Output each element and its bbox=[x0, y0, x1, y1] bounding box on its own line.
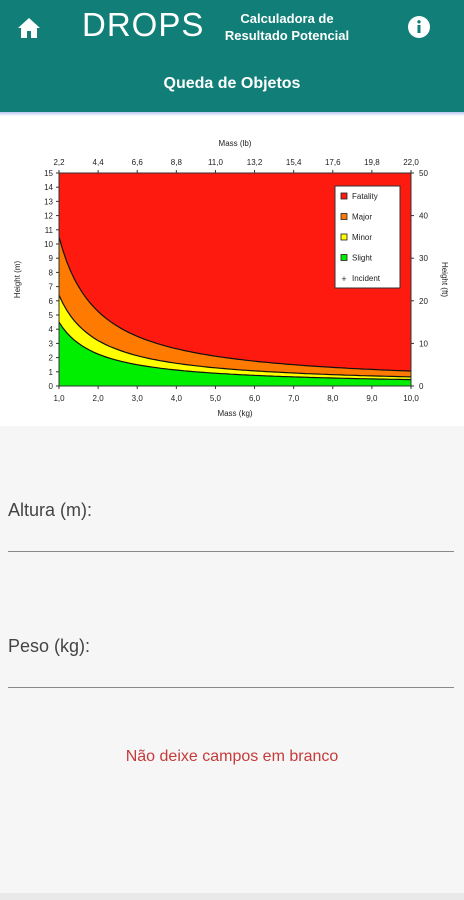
page-subtitle: Queda de Objetos bbox=[163, 75, 301, 92]
slight-boundary-line bbox=[58, 321, 412, 381]
home-icon bbox=[18, 18, 40, 38]
x-tick-label: 1,0 bbox=[53, 394, 65, 403]
error-message: Não deixe campos em branco bbox=[125, 748, 339, 765]
minor-boundary-line bbox=[58, 294, 412, 378]
y-tick-label: 5 bbox=[49, 311, 54, 320]
x2-tick-label: 2,2 bbox=[53, 158, 65, 167]
y-tick-label: 11 bbox=[45, 226, 54, 235]
legend-swatch bbox=[340, 213, 348, 220]
x2-tick-label: 6,6 bbox=[132, 158, 144, 167]
y2-tick-label: 20 bbox=[419, 297, 428, 306]
x-tick-label: 9,0 bbox=[366, 394, 378, 403]
bottom-bar bbox=[0, 893, 464, 900]
x-axis-label: Mass (kg) bbox=[217, 409, 252, 418]
y2-tick-label: 0 bbox=[419, 382, 424, 391]
x-tick-label: 4,0 bbox=[171, 394, 183, 403]
app-brand: DROPS bbox=[82, 6, 205, 43]
plot-frame bbox=[58, 172, 412, 387]
chart-panel: 0 1 2 3 4 5 6 7 8 9 10 11 12 13 14 15 0 10 20 30 40 50 1,0 2,0 3… bbox=[0, 116, 464, 426]
x-tick-label: 5,0 bbox=[210, 394, 222, 403]
altura-input[interactable] bbox=[8, 521, 454, 552]
x-tick-label: 10,0 bbox=[403, 394, 419, 403]
y-tick-label: 13 bbox=[44, 197, 53, 206]
y-tick-label: 10 bbox=[44, 240, 53, 249]
legend-label: Minor bbox=[352, 233, 372, 242]
y2-tick-label: 30 bbox=[419, 254, 428, 263]
slight-area bbox=[59, 322, 411, 386]
info-button[interactable] bbox=[404, 12, 434, 42]
peso-field: Peso (kg): bbox=[8, 636, 454, 688]
x2-tick-label: 15,4 bbox=[286, 158, 302, 167]
y-tick-label: 7 bbox=[49, 283, 54, 292]
altura-field: Altura (m): bbox=[8, 500, 454, 552]
minor-area bbox=[59, 295, 411, 386]
y-axis-label: Height (m) bbox=[13, 260, 22, 298]
legend-label: Fatality bbox=[352, 192, 378, 201]
x-tick-label: 7,0 bbox=[288, 394, 300, 403]
x2-axis-label: Mass (lb) bbox=[219, 139, 252, 148]
y-tick-label: 12 bbox=[44, 212, 53, 221]
x2-tick-label: 22,0 bbox=[403, 158, 419, 167]
y-tick-label: 3 bbox=[49, 339, 54, 348]
y2-tick-label: 40 bbox=[419, 212, 428, 221]
header-divider bbox=[0, 112, 464, 116]
x-tick-label: 6,0 bbox=[249, 394, 261, 403]
x2-tick-label: 13,2 bbox=[247, 158, 263, 167]
y-tick-label: 4 bbox=[49, 325, 54, 334]
y-tick-label: 15 bbox=[44, 169, 53, 178]
legend-label: Slight bbox=[352, 254, 373, 263]
app-header: DROPS Calculadora de Resultado Potencial… bbox=[0, 0, 464, 112]
y-tick-label: 6 bbox=[49, 297, 54, 306]
legend-marker: + bbox=[341, 274, 346, 284]
x2-tick-label: 11,0 bbox=[208, 158, 224, 167]
legend-label: Major bbox=[352, 213, 372, 222]
peso-input[interactable] bbox=[8, 657, 454, 688]
major-boundary-line bbox=[58, 236, 412, 372]
x2-tick-label: 8,8 bbox=[171, 158, 183, 167]
y-tick-label: 8 bbox=[49, 268, 54, 277]
calculator-title: Calculadora de Resultado Potencial bbox=[224, 11, 350, 43]
y-tick-label: 14 bbox=[44, 183, 53, 192]
legend-swatch bbox=[340, 192, 348, 200]
x-tick-label: 3,0 bbox=[132, 394, 144, 403]
y-tick-label: 0 bbox=[49, 382, 54, 391]
x-tick-label: 8,0 bbox=[327, 394, 339, 403]
y2-tick-label: 50 bbox=[419, 169, 428, 178]
info-icon bbox=[408, 16, 430, 38]
y2-tick-label: 10 bbox=[419, 339, 428, 348]
y-tick-label: 1 bbox=[49, 368, 54, 377]
x2-tick-label: 19,8 bbox=[364, 158, 380, 167]
x2-tick-label: 4,4 bbox=[93, 158, 105, 167]
peso-label: Peso (kg): bbox=[8, 636, 91, 656]
x-tick-label: 2,0 bbox=[93, 394, 105, 403]
y-tick-label: 9 bbox=[49, 254, 54, 263]
major-area bbox=[59, 236, 411, 386]
x2-tick-label: 17,6 bbox=[325, 158, 341, 167]
legend-swatch bbox=[340, 254, 348, 261]
y2-axis-label: Height (ft) bbox=[440, 262, 449, 297]
altura-label: Altura (m): bbox=[8, 500, 93, 520]
legend-swatch bbox=[340, 233, 348, 241]
home-button[interactable] bbox=[14, 14, 44, 42]
legend-label: Incident bbox=[352, 274, 381, 283]
y-tick-label: 2 bbox=[49, 354, 54, 363]
